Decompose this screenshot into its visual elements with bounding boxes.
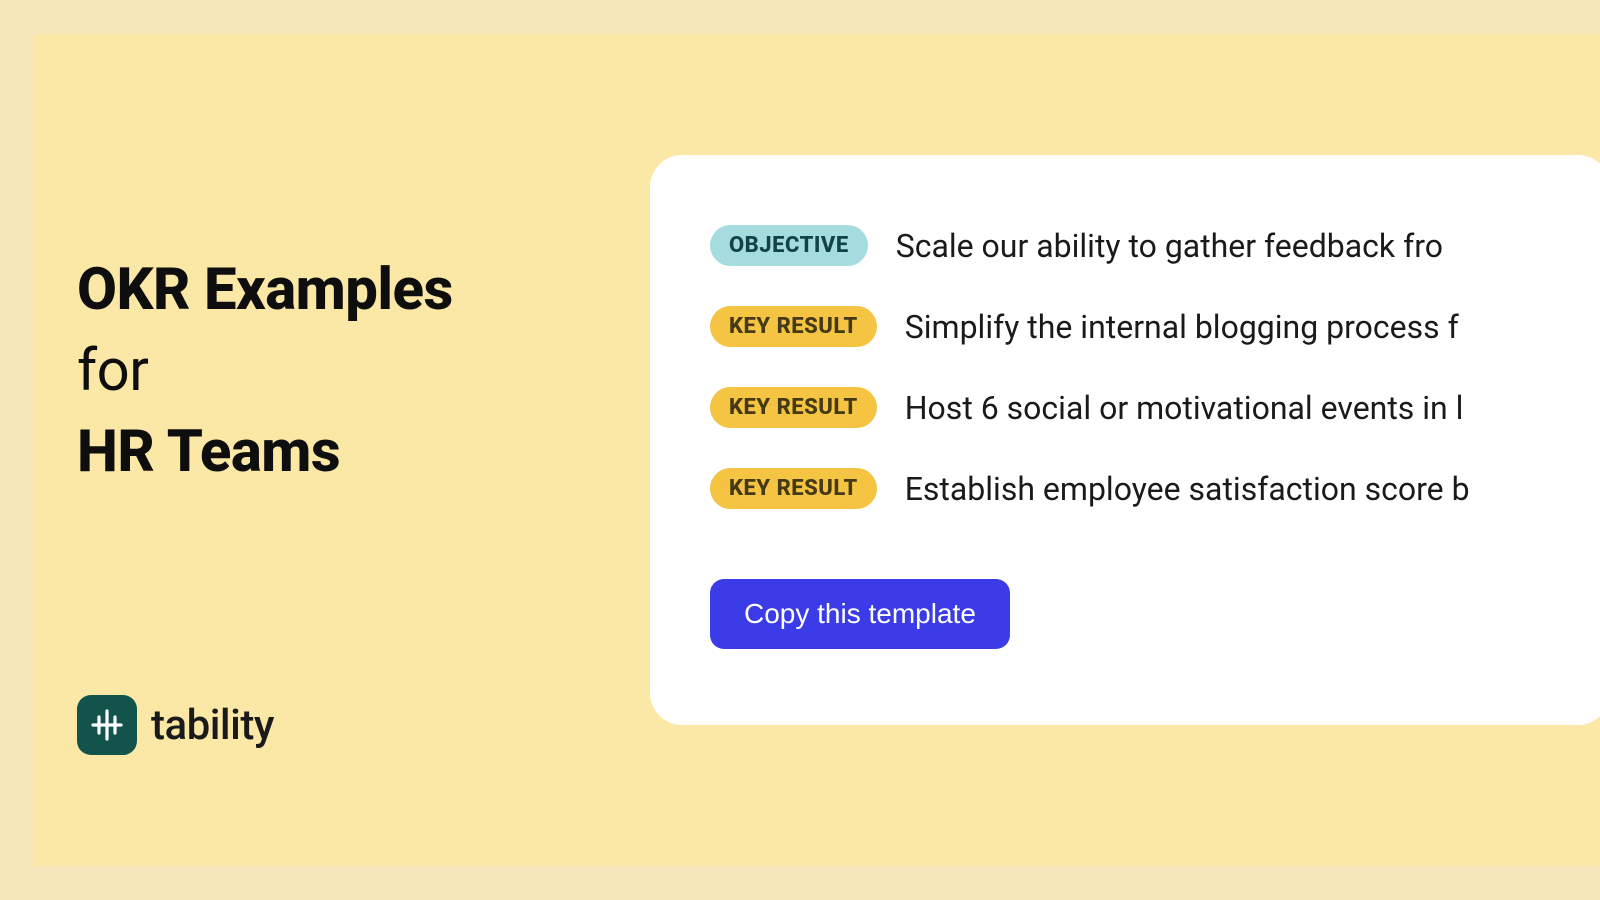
logo-glyph-icon <box>89 707 125 743</box>
keyresult-badge: KEY RESULT <box>710 387 877 428</box>
title-line-2: for <box>77 331 577 412</box>
brand-logo: tability <box>77 695 274 755</box>
page-title: OKR Examples for HR Teams <box>77 250 577 494</box>
objective-badge: OBJECTIVE <box>710 225 868 266</box>
okr-card: OBJECTIVE Scale our ability to gather fe… <box>650 155 1600 725</box>
okr-row-keyresult: KEY RESULT Establish employee satisfacti… <box>710 468 1550 509</box>
brand-name: tability <box>151 701 274 750</box>
title-line-3: HR Teams <box>77 412 577 493</box>
okr-list: OBJECTIVE Scale our ability to gather fe… <box>710 225 1550 509</box>
okr-row-keyresult: KEY RESULT Simplify the internal bloggin… <box>710 306 1550 347</box>
okr-text: Scale our ability to gather feedback fro <box>896 227 1443 265</box>
title-line-1: OKR Examples <box>77 250 577 331</box>
okr-text: Host 6 social or motivational events in … <box>905 389 1464 427</box>
okr-text: Simplify the internal blogging process f <box>905 308 1459 346</box>
keyresult-badge: KEY RESULT <box>710 468 877 509</box>
tability-logo-icon <box>77 695 137 755</box>
okr-text: Establish employee satisfaction score b <box>905 470 1470 508</box>
copy-template-button[interactable]: Copy this template <box>710 579 1010 649</box>
keyresult-badge: KEY RESULT <box>710 306 877 347</box>
okr-row-objective: OBJECTIVE Scale our ability to gather fe… <box>710 225 1550 266</box>
okr-row-keyresult: KEY RESULT Host 6 social or motivational… <box>710 387 1550 428</box>
